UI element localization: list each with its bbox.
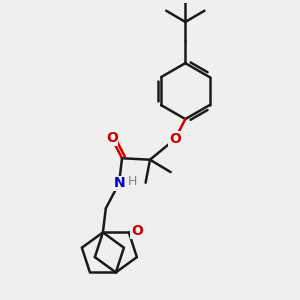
Text: O: O — [169, 132, 181, 146]
Text: N: N — [113, 176, 125, 190]
Text: H: H — [128, 175, 137, 188]
Text: O: O — [131, 224, 143, 238]
Text: O: O — [106, 131, 118, 145]
